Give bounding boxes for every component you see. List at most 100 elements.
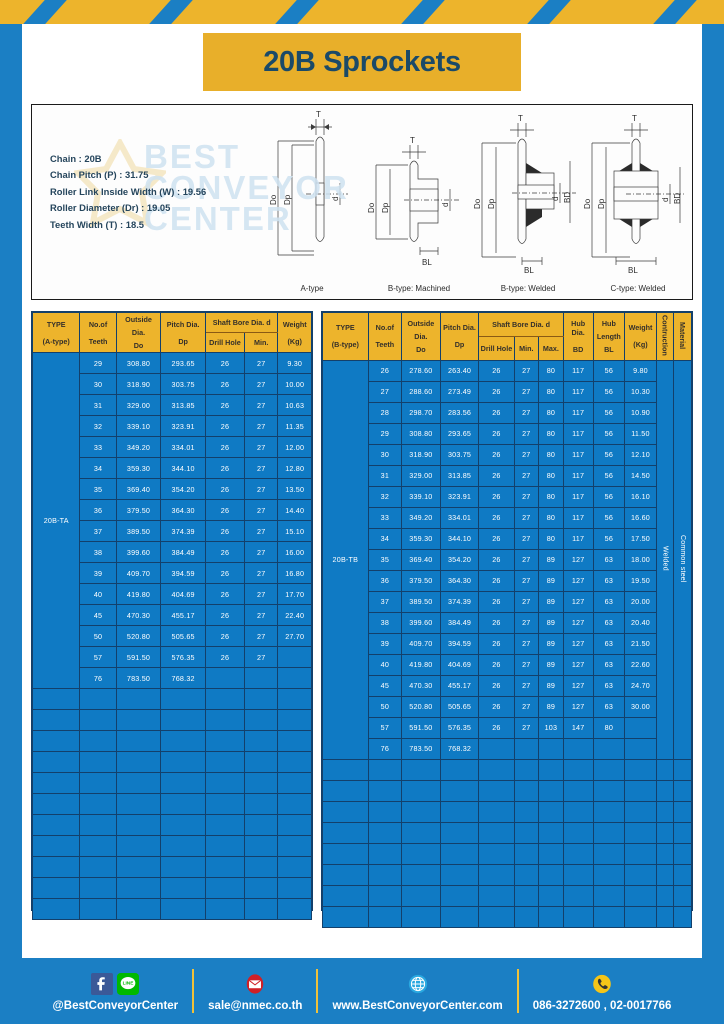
cell-empty bbox=[478, 905, 515, 928]
diagram-b-machined: Do Dp d T BL B-type: Machined bbox=[364, 105, 474, 299]
table-row: 35 369.40 354.20 26 27 13.50 bbox=[33, 478, 312, 500]
table-row: 20B-TA 29 308.80 293.65 26 27 9.30 bbox=[31, 352, 312, 689]
cell-empty bbox=[624, 800, 657, 823]
cell-kg: 17.70 bbox=[277, 583, 312, 605]
col-pitch-dia: Pitch Dia. Dp bbox=[439, 312, 480, 361]
cell-empty bbox=[322, 905, 369, 928]
cell-max: 89 bbox=[538, 695, 564, 718]
cell-min: 27 bbox=[513, 716, 540, 739]
line-icon[interactable]: LINE bbox=[117, 972, 140, 995]
cell-do: 369.40 bbox=[115, 478, 162, 500]
cell-teeth: 50 bbox=[79, 625, 117, 647]
email-icon[interactable] bbox=[244, 973, 266, 995]
cell-empty bbox=[277, 751, 312, 773]
svg-text:T: T bbox=[410, 136, 415, 145]
table-row-empty bbox=[31, 751, 312, 773]
cell-min: 27 bbox=[513, 590, 540, 613]
table-row-empty bbox=[322, 884, 692, 907]
cell-drill: 26 bbox=[478, 569, 515, 592]
cell-empty bbox=[160, 835, 206, 857]
cell-empty bbox=[277, 730, 312, 752]
cell-dp: 505.65 bbox=[160, 625, 206, 647]
cell-kg: 16.00 bbox=[277, 541, 312, 563]
cell-empty bbox=[624, 842, 657, 865]
dim-label-bd: BD bbox=[563, 192, 572, 203]
cell-empty bbox=[31, 898, 81, 920]
chevron-stripe bbox=[423, 0, 549, 24]
cell-empty bbox=[243, 877, 279, 899]
cell-empty bbox=[31, 709, 81, 731]
col-material: Material bbox=[673, 312, 692, 361]
cell-dp: 334.01 bbox=[160, 436, 206, 458]
cell-kg: 11.50 bbox=[624, 422, 657, 445]
table-row-empty bbox=[31, 835, 312, 857]
cell-bd bbox=[562, 737, 594, 760]
cell-max: 89 bbox=[538, 548, 564, 571]
table-row: 20B-TB 26 278.60 263.40 26 27 80 117 56 9.80 Welde… bbox=[322, 359, 692, 760]
cell-min: 27 bbox=[243, 604, 279, 626]
svg-text:Do: Do bbox=[367, 202, 376, 213]
cell-teeth: 33 bbox=[367, 506, 403, 529]
cell-empty bbox=[439, 800, 480, 823]
cell-max: 80 bbox=[538, 380, 564, 403]
phone-icon[interactable] bbox=[591, 973, 613, 995]
cell-empty bbox=[562, 863, 594, 886]
cell-empty bbox=[115, 877, 162, 899]
cell-empty bbox=[478, 800, 515, 823]
table-row: 30 318.90 303.75 26 27 10.00 bbox=[33, 373, 312, 395]
footer-email[interactable]: sale@nmec.co.th bbox=[194, 971, 316, 1012]
col-shaft-bore-group: Shaft Bore Dia. d bbox=[204, 312, 279, 333]
cell-bl: 56 bbox=[592, 443, 626, 466]
cell-empty bbox=[277, 877, 312, 899]
cell-kg bbox=[624, 737, 657, 760]
cell-empty bbox=[592, 863, 626, 886]
table-row: 50 520.80 505.65 26 27 89 127 63 30.00 bbox=[323, 695, 692, 718]
cell-drill: 26 bbox=[204, 541, 245, 563]
cell-drill: 26 bbox=[204, 394, 245, 416]
cell-min: 27 bbox=[513, 401, 540, 424]
facebook-handle: @BestConveyorCenter bbox=[52, 999, 179, 1012]
cell-empty bbox=[115, 709, 162, 731]
cell-min: 27 bbox=[243, 415, 279, 437]
cell-drill: 26 bbox=[478, 548, 515, 571]
cell-dp: 404.69 bbox=[160, 583, 206, 605]
svg-text:Dp: Dp bbox=[381, 202, 390, 213]
globe-icon[interactable] bbox=[407, 973, 429, 995]
cell-empty bbox=[592, 821, 626, 844]
cell-empty bbox=[562, 779, 594, 802]
cell-empty bbox=[367, 863, 403, 886]
cell-kg: 12.80 bbox=[277, 457, 312, 479]
table-row-empty bbox=[31, 772, 312, 794]
table-row: 33 349.20 334.01 26 27 12.00 bbox=[33, 436, 312, 458]
cell-empty bbox=[277, 856, 312, 878]
footer-facebook[interactable]: LINE @BestConveyorCenter bbox=[39, 971, 193, 1012]
cell-empty bbox=[655, 884, 675, 907]
footer-website[interactable]: www.BestConveyorCenter.com bbox=[318, 971, 516, 1012]
footer-phone[interactable]: 086-3272600 , 02-0017766 bbox=[519, 971, 686, 1012]
cell-do: 349.20 bbox=[401, 506, 441, 529]
cell-bd: 127 bbox=[562, 569, 594, 592]
cell-min: 27 bbox=[243, 625, 279, 647]
cell-bd: 117 bbox=[562, 443, 594, 466]
cell-teeth: 30 bbox=[367, 443, 403, 466]
cell-teeth: 38 bbox=[79, 541, 117, 563]
facebook-icon[interactable] bbox=[91, 972, 114, 995]
cell-empty bbox=[401, 905, 441, 928]
cell-bl bbox=[592, 737, 626, 760]
cell-teeth: 31 bbox=[367, 464, 403, 487]
cell-empty bbox=[115, 835, 162, 857]
cell-empty bbox=[513, 800, 540, 823]
cell-dp: 576.35 bbox=[439, 716, 480, 739]
cell-kg: 9.30 bbox=[277, 352, 312, 374]
cell-dp: 576.35 bbox=[160, 646, 206, 668]
spec-sheet-page: 20B Sprockets BEST CONVEYOR CENTER Chain :… bbox=[22, 22, 702, 958]
construction-label-cell: Welded bbox=[655, 359, 675, 760]
cell-empty bbox=[277, 688, 312, 710]
cell-empty bbox=[31, 772, 81, 794]
svg-text:T: T bbox=[632, 114, 637, 123]
footer-divider bbox=[316, 969, 319, 1013]
cell-kg: 15.10 bbox=[277, 520, 312, 542]
cell-empty bbox=[115, 772, 162, 794]
cell-min: 27 bbox=[243, 436, 279, 458]
cell-drill: 26 bbox=[204, 352, 245, 374]
